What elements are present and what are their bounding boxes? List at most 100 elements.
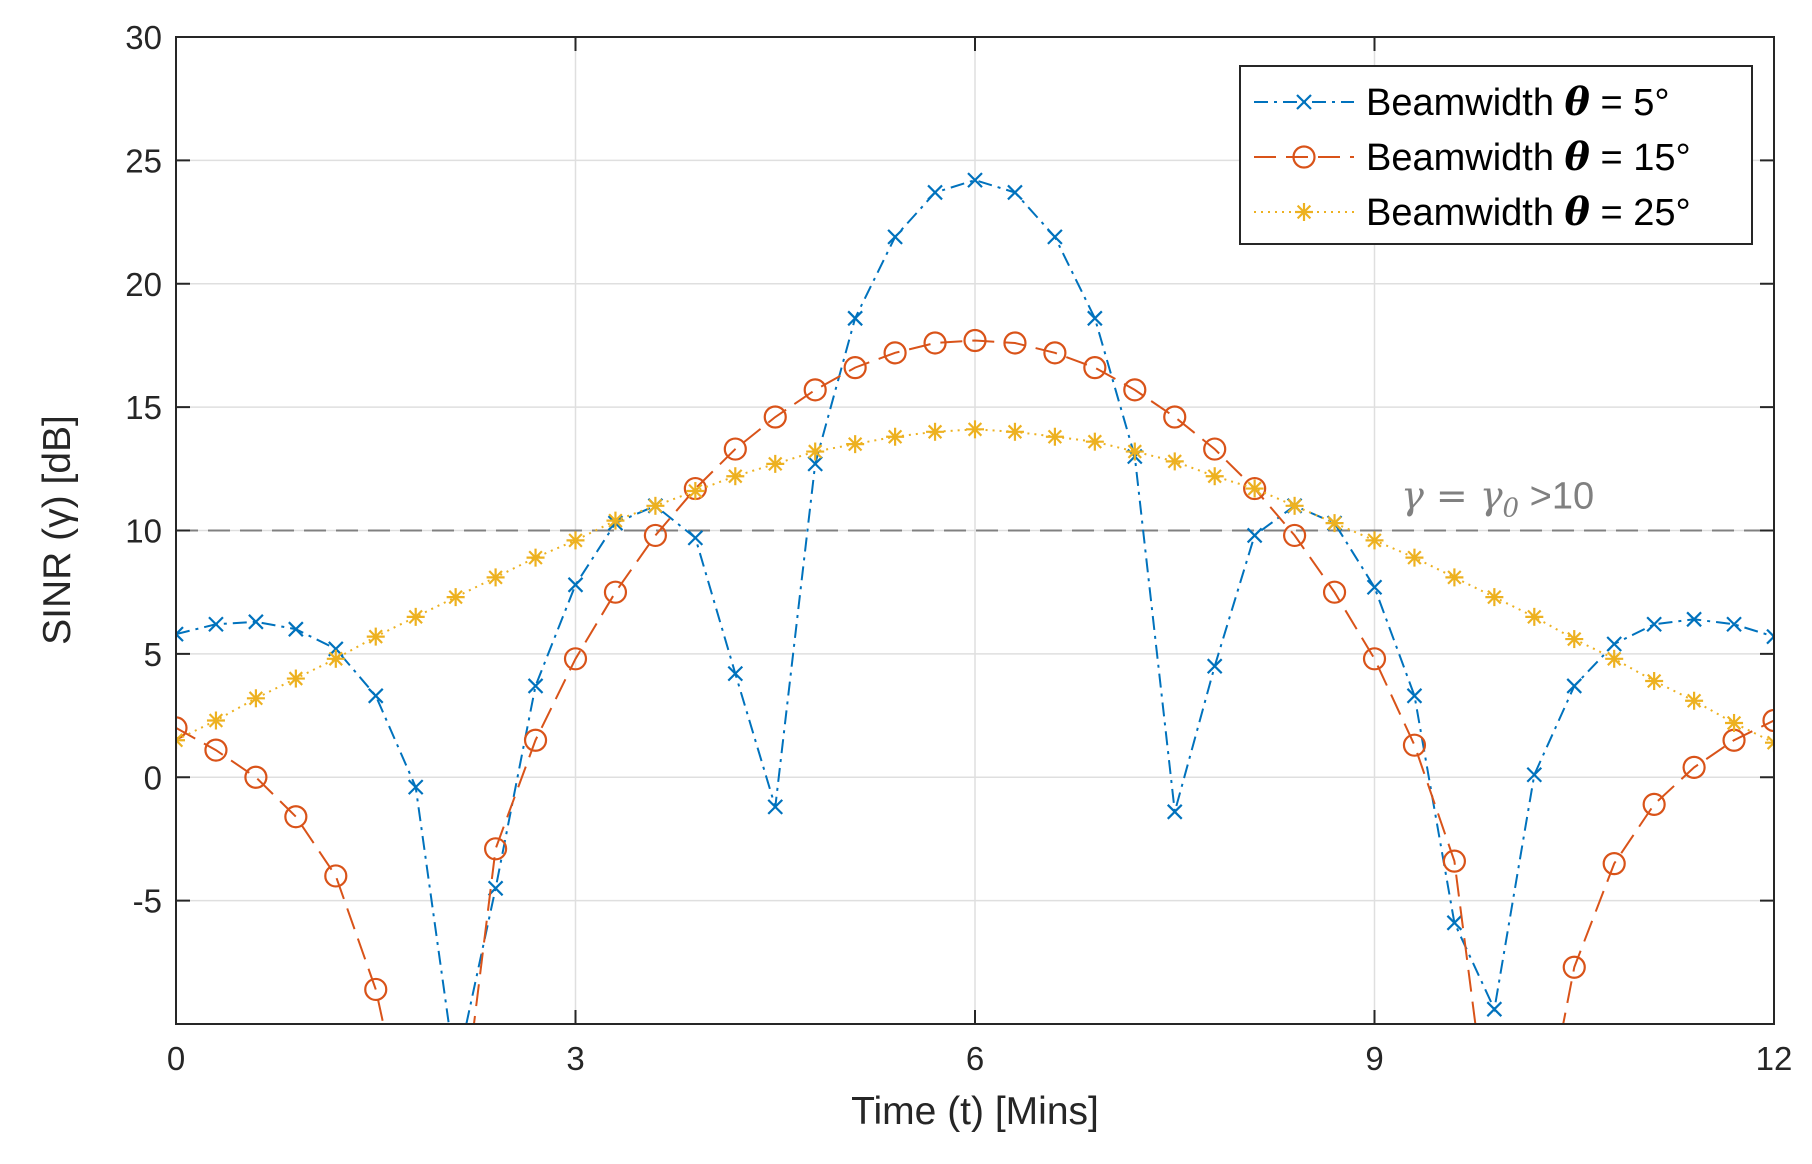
data-point: [1446, 915, 1463, 931]
data-point: [1245, 479, 1264, 498]
data-point: [843, 356, 867, 380]
data-point: [1682, 755, 1706, 779]
data-point: [1296, 94, 1312, 110]
legend-label: Beamwidth θ = 15°: [1366, 134, 1691, 179]
data-point: [176, 731, 185, 750]
data-point: [1206, 658, 1223, 674]
x-tick-label: 6: [966, 1040, 984, 1077]
data-point: [1485, 588, 1504, 607]
data-point: [1292, 145, 1316, 169]
legend-label: Beamwidth θ = 25°: [1366, 189, 1691, 234]
data-point: [646, 496, 665, 515]
data-point: [1322, 580, 1347, 604]
data-point: [1566, 678, 1583, 694]
data-point: [766, 454, 785, 473]
data-point: [1123, 378, 1147, 402]
series-line: [176, 428, 1774, 744]
data-point: [686, 482, 705, 501]
data-point: [1246, 527, 1263, 544]
x-tick-label: 0: [167, 1040, 185, 1077]
data-point: [1725, 713, 1744, 732]
data-point: [1285, 496, 1304, 515]
data-point: [446, 588, 465, 607]
data-point: [807, 456, 823, 472]
data-point: [246, 689, 265, 708]
threshold-label-sub: 0: [1503, 494, 1520, 524]
y-tick-label: 30: [125, 19, 162, 56]
data-point: [567, 577, 584, 593]
x-tick-label: 3: [566, 1040, 584, 1077]
data-point: [406, 607, 425, 626]
data-point: [1047, 229, 1063, 245]
data-point: [1295, 203, 1313, 221]
y-tick-label: 5: [144, 636, 162, 673]
data-point: [248, 614, 264, 630]
data-point: [1005, 422, 1024, 441]
data-point: [484, 837, 508, 861]
data-point: [204, 738, 228, 762]
data-point: [1525, 607, 1544, 626]
data-point: [1362, 647, 1387, 671]
data-point: [366, 627, 385, 646]
data-point: [326, 649, 345, 668]
data-point: [803, 378, 827, 402]
threshold-label-tail: >10: [1519, 476, 1594, 518]
data-point: [1602, 852, 1626, 876]
data-point: [923, 331, 947, 355]
data-point: [1205, 467, 1224, 486]
ticks: 0 3 6 9 12 -5 0 5 10 15 20 25 30: [125, 19, 1792, 1077]
data-point: [926, 422, 945, 441]
data-point: [1442, 849, 1467, 873]
data-point: [603, 580, 628, 604]
data-point: [806, 442, 825, 461]
data-point: [527, 678, 544, 694]
data-point: [606, 511, 625, 530]
legend-label-suffix: = 5°: [1590, 82, 1670, 124]
series-line: [176, 339, 1774, 1024]
data-point: [846, 435, 865, 454]
y-tick-label: 20: [125, 266, 162, 303]
data-point: [206, 711, 225, 730]
legend-label-symbol: θ: [1565, 134, 1591, 179]
legend-label-suffix: = 25°: [1590, 192, 1691, 234]
data-point: [1087, 310, 1103, 327]
legend-label-symbol: θ: [1565, 189, 1591, 234]
data-point: [1562, 955, 1586, 979]
data-point: [1203, 437, 1227, 461]
data-point: [723, 437, 747, 461]
data-point: [1007, 184, 1023, 201]
x-axis-title: Time (t) [Mins]: [851, 1090, 1099, 1133]
data-point: [1163, 405, 1187, 429]
data-point: [1726, 616, 1742, 633]
data-point: [726, 467, 745, 486]
data-point: [883, 341, 907, 365]
data-point: [1043, 341, 1067, 365]
data-point: [1325, 514, 1344, 533]
data-point: [367, 688, 384, 704]
y-axis-title: SINR (γ) [dB]: [36, 415, 79, 645]
data-point: [563, 647, 588, 671]
data-point: [1642, 792, 1666, 816]
data-point: [966, 420, 984, 439]
data-point: [284, 805, 308, 829]
data-point: [1762, 708, 1774, 733]
data-point: [886, 427, 905, 446]
legend-entry-3: Beamwidth θ = 25°: [1254, 189, 1691, 234]
data-point: [1045, 427, 1064, 446]
data-point: [566, 531, 585, 550]
legend-label-prefix: Beamwidth: [1366, 82, 1565, 124]
data-point: [324, 864, 348, 888]
data-point: [763, 405, 787, 429]
legend-box: [1239, 65, 1753, 245]
data-point: [1445, 568, 1464, 587]
data-point: [1526, 767, 1543, 783]
data-point: [486, 568, 505, 587]
data-point: [927, 184, 943, 201]
data-point: [523, 728, 548, 752]
y-tick-label: 15: [125, 389, 162, 426]
data-point: [208, 616, 224, 633]
legend-entry-1: Beamwidth θ = 5°: [1254, 79, 1670, 124]
data-point: [1645, 672, 1664, 691]
threshold-group: γ = γ0 >10: [176, 474, 1774, 532]
y-tick-label: 10: [125, 513, 162, 550]
